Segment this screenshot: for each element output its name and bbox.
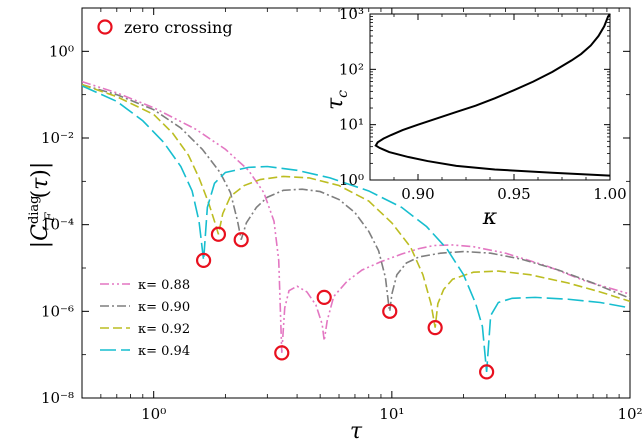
x-tick-label: 10¹	[379, 405, 404, 423]
main-tick-labels: 10⁰ 10¹ 10² 10⁻⁸ 10⁻⁶ 10⁻⁴ 10⁻² 10⁰	[41, 42, 642, 423]
series-legend: κ= 0.88 κ= 0.90 κ= 0.92 κ= 0.94	[100, 278, 190, 359]
inset-y-tick-label: 10²	[339, 60, 364, 78]
zero-crossing-marker	[382, 303, 398, 319]
main-plot-frame	[81, 7, 631, 399]
zero-crossing-legend-marker	[97, 19, 113, 35]
inset-y-tick-label: 10³	[339, 5, 364, 23]
zero-crossing-marker	[479, 364, 495, 380]
y-tick-label: 10⁻⁸	[41, 389, 74, 407]
zero-crossing-legend-label: zero crossing	[124, 18, 233, 37]
x-tick-label: 10²	[617, 405, 642, 423]
y-tick-label: 10⁰	[49, 42, 74, 60]
zero-crossing-legend: zero crossing	[97, 18, 233, 37]
svg-text:|CdiagF(τ)|: |CdiagF(τ)|	[27, 162, 58, 249]
inset-tick-labels: 0.90 0.95 1.00 10⁰ 10¹ 10² 10³	[339, 5, 627, 203]
inset-x-tick-label: 0.90	[401, 185, 434, 203]
x-tick-label: 10⁰	[141, 405, 166, 423]
inset-y-axis-label: τc	[323, 90, 351, 110]
zero-crossing-marker	[427, 320, 443, 336]
legend-label: κ= 0.90	[138, 300, 190, 315]
y-tick-label: 10⁻⁶	[41, 302, 74, 320]
legend-label: κ= 0.94	[138, 344, 190, 359]
zero-crossing-marker	[210, 226, 227, 242]
series-line-kappa-088	[82, 80, 630, 353]
inset-y-tick-label: 10⁰	[339, 171, 364, 189]
svg-text:τc: τc	[323, 90, 351, 110]
zero-crossing-marker	[316, 289, 332, 305]
main-series	[82, 80, 630, 372]
series-line-kappa-092	[82, 83, 630, 328]
zero-crossing-marker	[195, 252, 212, 268]
main-chart: 10⁰ 10¹ 10² 10⁻⁸ 10⁻⁶ 10⁻⁴ 10⁻² 10⁰ τ |CdiagF(τ…	[27, 7, 642, 443]
y-tick-label: 10⁻²	[41, 129, 74, 147]
zero-crossing-markers	[195, 226, 495, 380]
main-y-axis-label: |CdiagF(τ)|	[27, 162, 58, 249]
inset-series	[374, 13, 611, 177]
zero-crossing-marker	[274, 345, 290, 361]
inset-x-tick-label: 0.95	[497, 185, 530, 203]
inset-ticks	[369, 13, 611, 181]
inset-background	[370, 14, 610, 180]
y-tick-label: 10⁻⁴	[41, 216, 74, 234]
inset-x-tick-label: 1.00	[593, 185, 626, 203]
main-x-axis-label: τ	[350, 419, 363, 443]
inset-chart: 0.90 0.95 1.00 10⁰ 10¹ 10² 10³ κ τc	[323, 5, 627, 230]
series-line-kappa-09	[82, 83, 630, 312]
legend-label: κ= 0.92	[138, 322, 190, 337]
inset-y-tick-label: 10¹	[339, 116, 364, 134]
zero-crossing-marker	[233, 232, 249, 248]
inset-x-axis-label: κ	[482, 205, 498, 230]
series-line-kappa-094	[82, 85, 630, 372]
legend-label: κ= 0.88	[138, 278, 190, 293]
inset-critical-time-curve	[374, 13, 611, 177]
